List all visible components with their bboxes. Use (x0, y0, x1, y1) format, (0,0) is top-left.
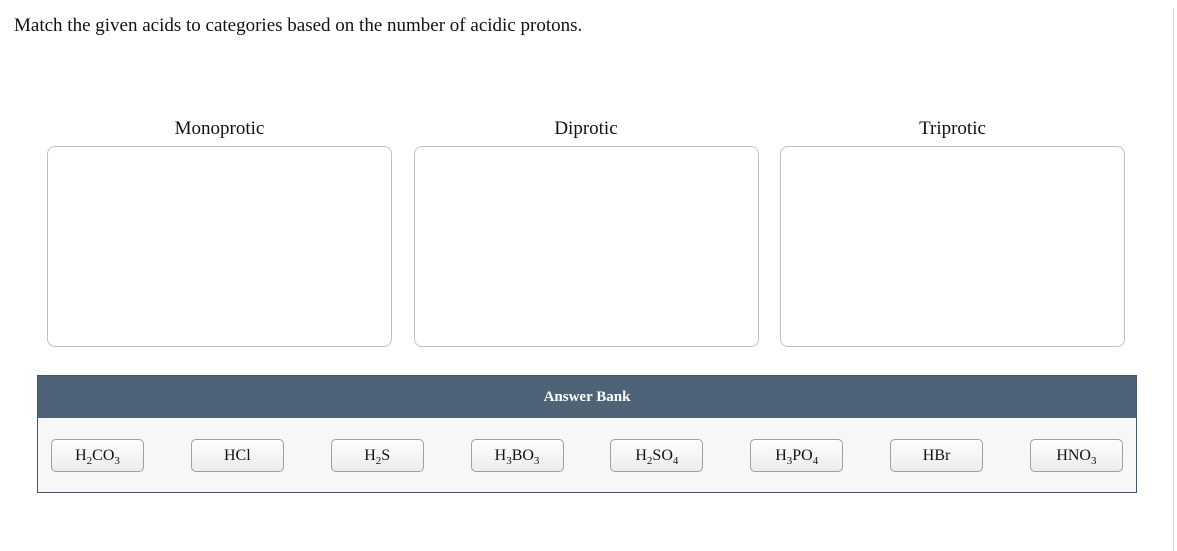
question-prompt: Match the given acids to categories base… (14, 15, 583, 36)
page-edge-divider (1173, 8, 1174, 551)
answer-bank: Answer Bank H2CO3 HCl H2S H3BO3 H2SO4 H3PO4 HB… (37, 375, 1137, 493)
category-label: Diprotic (554, 118, 618, 139)
answer-chip-hbr[interactable]: HBr (890, 438, 984, 472)
category-label: Monoprotic (174, 118, 265, 139)
answer-chip-h2s[interactable]: H2S (330, 438, 424, 472)
answer-chip-h3bo3[interactable]: H3BO3 (470, 438, 564, 472)
answer-chip-hcl[interactable]: HCl (190, 438, 284, 472)
category-row: Monoprotic Diprotic Triprotic (47, 116, 1125, 347)
dropzone-diprotic[interactable] (413, 146, 759, 347)
category-column-monoprotic: Monoprotic (47, 116, 392, 347)
answer-bank-body: H2CO3 HCl H2S H3BO3 H2SO4 H3PO4 HBr HNO3 (38, 418, 1136, 492)
dropzone-triprotic[interactable] (780, 146, 1125, 347)
answer-chip-h2co3[interactable]: H2CO3 (51, 438, 144, 472)
category-column-diprotic: Diprotic (413, 116, 759, 347)
dropzone-monoprotic[interactable] (47, 146, 392, 347)
answer-chip-h2so4[interactable]: H2SO4 (610, 438, 704, 472)
answer-chip-hno3[interactable]: HNO3 (1029, 438, 1123, 472)
answer-chip-h3po4[interactable]: H3PO4 (750, 438, 844, 472)
category-label: Triprotic (919, 118, 986, 139)
answer-bank-header: Answer Bank (38, 376, 1136, 418)
category-column-triprotic: Triprotic (780, 116, 1125, 347)
